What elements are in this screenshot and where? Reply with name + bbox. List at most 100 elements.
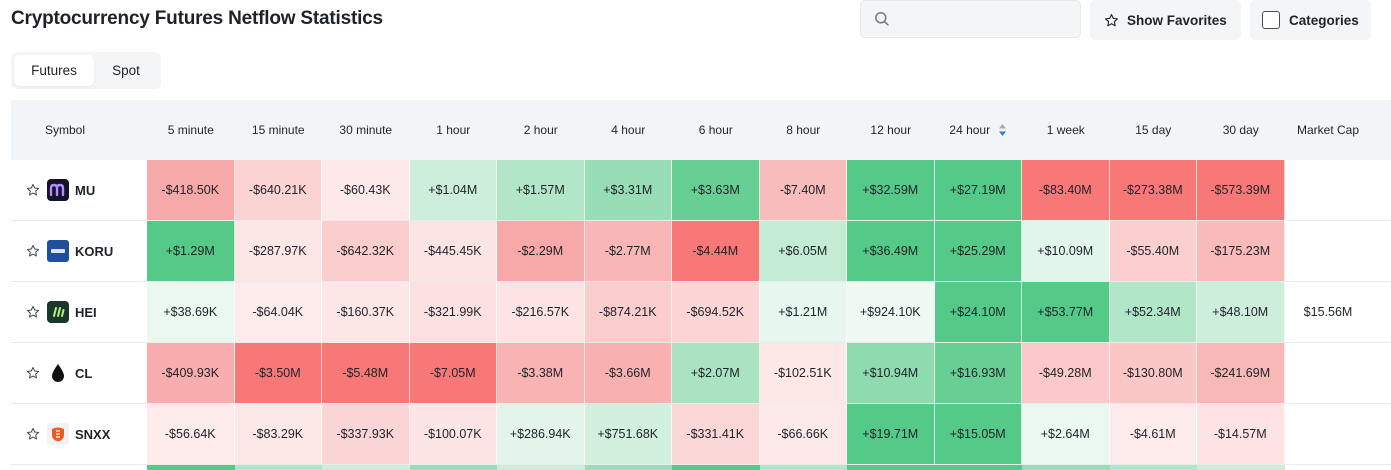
market-cap-cell: [1284, 160, 1372, 220]
netflow-value-cell: -$273.38M: [1109, 160, 1197, 220]
netflow-value-cell: -$445.45K: [409, 221, 497, 281]
favorite-star-icon[interactable]: [26, 427, 40, 441]
netflow-value-cell: -$7.05M: [409, 343, 497, 403]
netflow-value-cell: -$642.32K: [322, 221, 410, 281]
next-row-partial: [11, 465, 1391, 470]
column-header-6-hour[interactable]: 6 hour: [672, 100, 760, 160]
categories-checkbox[interactable]: [1262, 11, 1280, 29]
netflow-value-cell: +$6.05M: [759, 221, 847, 281]
search-input[interactable]: [899, 7, 1069, 31]
categories-label: Categories: [1289, 12, 1359, 28]
symbol-name[interactable]: CL: [75, 365, 93, 381]
column-header-label: 1 hour: [436, 123, 471, 137]
column-header-label: 15 minute: [251, 123, 305, 137]
netflow-value-cell: +$52.34M: [1109, 282, 1197, 342]
column-header-1-hour[interactable]: 1 hour: [410, 100, 498, 160]
netflow-value-cell: +$2.64M: [1022, 404, 1110, 464]
favorite-star-icon[interactable]: [26, 244, 40, 258]
netflow-value-cell: -$694.52K: [672, 282, 760, 342]
search-box[interactable]: [860, 0, 1081, 38]
market-type-tabs: Futures Spot: [11, 52, 161, 89]
symbol-name[interactable]: MU: [75, 182, 96, 198]
netflow-value-cell: +$286.94K: [497, 404, 585, 464]
netflow-value-cell: -$4.61M: [1109, 404, 1197, 464]
netflow-value-cell: -$2.29M: [497, 221, 585, 281]
sort-icon[interactable]: [998, 123, 1007, 137]
table-row[interactable]: CL -$409.93K -$3.50M -$5.48M -$7.05M -$3.38M -…: [11, 343, 1391, 404]
favorite-star-icon[interactable]: [26, 305, 40, 319]
table-row[interactable]: KORU +$1.29M -$287.97K -$642.32K -$445.45K -$…: [11, 221, 1391, 282]
netflow-value-cell: -$3.66M: [584, 343, 672, 403]
column-header-market-cap[interactable]: Market Cap: [1296, 123, 1360, 137]
show-favorites-button[interactable]: Show Favorites: [1090, 0, 1241, 40]
column-header-label: 15 day: [1135, 123, 1172, 137]
market-cap-cell: [1284, 343, 1372, 403]
table-row[interactable]: SNXX -$56.64K -$83.29K -$337.93K -$100.07K +$…: [11, 404, 1391, 465]
column-header-2-hour[interactable]: 2 hour: [497, 100, 585, 160]
netflow-value-cell: +$19.71M: [847, 404, 935, 464]
netflow-value-cell: -$56.64K: [147, 404, 235, 464]
column-header-15-minute[interactable]: 15 minute: [235, 100, 323, 160]
netflow-value-cell: +$32.59M: [847, 160, 935, 220]
netflow-value-cell: -$5.48M: [322, 343, 410, 403]
column-header-label: 12 hour: [870, 123, 912, 137]
column-header-label: 1 week: [1046, 123, 1085, 137]
netflow-value-cell: -$640.21K: [234, 160, 322, 220]
netflow-value-cell: +$10.94M: [847, 343, 935, 403]
column-header-label: 4 hour: [611, 123, 646, 137]
netflow-value-cell: -$241.69M: [1197, 343, 1285, 403]
market-cap-cell: [1284, 221, 1372, 281]
favorite-star-icon[interactable]: [26, 183, 40, 197]
netflow-value-cell: -$2.77M: [584, 221, 672, 281]
column-header-label: 30 day: [1222, 123, 1259, 137]
netflow-value-cell: -$287.97K: [234, 221, 322, 281]
netflow-value-cell: +$48.10M: [1197, 282, 1285, 342]
netflow-value-cell: +$53.77M: [1022, 282, 1110, 342]
netflow-value-cell: -$160.37K: [322, 282, 410, 342]
column-header-5-minute[interactable]: 5 minute: [147, 100, 235, 160]
table-row[interactable]: MU -$418.50K -$640.21K -$60.43K +$1.04M +$1.5…: [11, 160, 1391, 221]
netflow-value-cell: +$924.10K: [847, 282, 935, 342]
symbol-cell: KORU: [11, 221, 147, 281]
netflow-value-cell: +$38.69K: [147, 282, 235, 342]
netflow-value-cell: +$10.09M: [1022, 221, 1110, 281]
column-header-label: 30 minute: [339, 123, 393, 137]
mu-logo-icon: [47, 179, 69, 201]
symbol-cell: MU: [11, 160, 147, 220]
column-header-label: 5 minute: [167, 123, 214, 137]
netflow-value-cell: +$751.68K: [584, 404, 672, 464]
netflow-value-cell: -$409.93K: [147, 343, 235, 403]
favorite-star-icon[interactable]: [26, 366, 40, 380]
column-header-24-hour[interactable]: 24 hour: [935, 100, 1023, 160]
star-icon: [1105, 13, 1118, 26]
column-header-12-hour[interactable]: 12 hour: [847, 100, 935, 160]
netflow-value-cell: +$27.19M: [934, 160, 1022, 220]
symbol-name[interactable]: SNXX: [75, 426, 111, 442]
column-header-label: 24 hour: [949, 123, 991, 137]
column-header-30-minute[interactable]: 30 minute: [322, 100, 410, 160]
column-header-symbol[interactable]: Symbol: [45, 123, 86, 137]
column-header-15-day[interactable]: 15 day: [1110, 100, 1198, 160]
netflow-value-cell: -$64.04K: [234, 282, 322, 342]
column-header-30-day[interactable]: 30 day: [1197, 100, 1285, 160]
tab-futures[interactable]: Futures: [14, 55, 94, 86]
table-body: MU -$418.50K -$640.21K -$60.43K +$1.04M +$1.5…: [11, 160, 1391, 465]
netflow-value-cell: -$14.57M: [1197, 404, 1285, 464]
column-header-label: 6 hour: [698, 123, 733, 137]
table-row[interactable]: HEI +$38.69K -$64.04K -$160.37K -$321.99K -$2…: [11, 282, 1391, 343]
netflow-value-cell: -$4.44M: [672, 221, 760, 281]
column-header-1-week[interactable]: 1 week: [1022, 100, 1110, 160]
symbol-name[interactable]: HEI: [75, 304, 97, 320]
categories-button[interactable]: Categories: [1250, 0, 1371, 40]
netflow-value-cell: -$7.40M: [759, 160, 847, 220]
cl-logo-icon: [47, 362, 69, 384]
column-header-4-hour[interactable]: 4 hour: [585, 100, 673, 160]
netflow-value-cell: -$331.41K: [672, 404, 760, 464]
symbol-name[interactable]: KORU: [75, 243, 114, 259]
tab-spot[interactable]: Spot: [112, 63, 140, 78]
netflow-value-cell: -$83.40M: [1022, 160, 1110, 220]
netflow-value-cell: -$102.51K: [759, 343, 847, 403]
column-header-8-hour[interactable]: 8 hour: [760, 100, 848, 160]
snxx-logo-icon: [47, 423, 69, 445]
netflow-value-cell: +$3.63M: [672, 160, 760, 220]
